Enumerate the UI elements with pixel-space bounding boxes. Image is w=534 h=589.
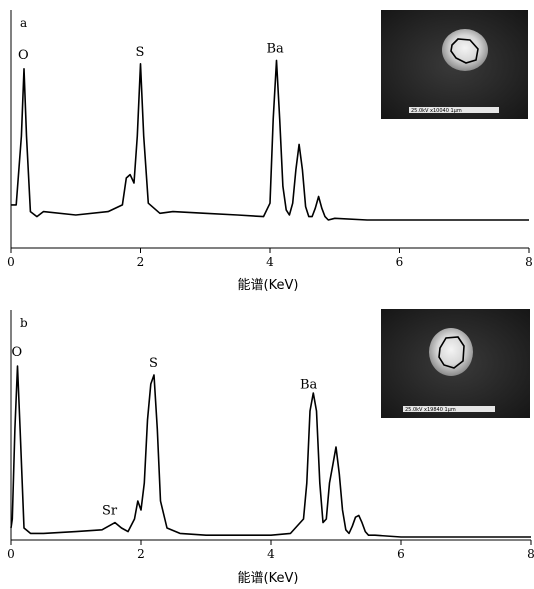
- peak-label-o: O: [12, 345, 23, 360]
- x-tick-label: 8: [527, 547, 534, 561]
- peak-label-s: S: [149, 356, 158, 371]
- panel-b-sem-scale-text: 25.0kV x19840 1μm: [405, 407, 456, 413]
- panel-a-peak-labels: O S Ba: [18, 41, 284, 62]
- panel-a-x-ticks: 0 2 4 6 8: [7, 248, 533, 269]
- panel-b-spectrum-line: [10, 365, 531, 538]
- panel-b-sem-inset: 25.0kV x19840 1μm: [381, 309, 530, 418]
- panel-b-label: b: [20, 316, 28, 330]
- panel-a-spectrum-line: [11, 59, 529, 221]
- x-tick-label: 2: [137, 255, 145, 269]
- panel-b-sem-particle: [429, 328, 473, 376]
- peak-label-sr: Sr: [102, 504, 118, 519]
- panel-b-x-axis-label: 能谱(KeV): [238, 571, 299, 586]
- panel-b: b 0 2 4 6 8 O Sr S Ba 能谱(KeV) 25.0kV x19840 1μm: [7, 309, 534, 586]
- panel-b-peak-labels: O Sr S Ba: [12, 345, 318, 519]
- x-tick-label: 4: [267, 547, 275, 561]
- x-tick-label: 0: [7, 255, 15, 269]
- peak-label-s: S: [136, 45, 145, 60]
- panel-b-sem-outline: [438, 336, 465, 369]
- x-tick-label: 8: [525, 255, 533, 269]
- peak-label-ba: Ba: [266, 41, 284, 56]
- panel-a-sem-outline: [450, 38, 479, 64]
- x-tick-label: 6: [397, 547, 405, 561]
- panel-a-x-axis-label: 能谱(KeV): [238, 278, 299, 293]
- x-tick-label: 6: [396, 255, 404, 269]
- x-tick-label: 0: [7, 547, 15, 561]
- panel-b-sem-scalebar: [403, 406, 495, 412]
- x-tick-label: 4: [266, 255, 274, 269]
- panel-a-sem-inset: 25.0kV x10040 1μm: [381, 10, 528, 119]
- peak-label-ba: Ba: [300, 378, 318, 393]
- x-tick-label: 2: [137, 547, 145, 561]
- peak-label-o: O: [18, 48, 29, 63]
- panel-a-sem-scale-text: 25.0kV x10040 1μm: [411, 108, 462, 114]
- panel-b-x-ticks: 0 2 4 6 8: [7, 540, 534, 561]
- panel-a-label: a: [20, 16, 27, 30]
- panel-a: a 0 2 4 6 8 O S Ba 能谱(KeV) 25.0kV x10040 1μm: [7, 10, 533, 293]
- panel-a-sem-particle: [442, 29, 488, 71]
- panel-a-sem-scalebar: [409, 107, 499, 113]
